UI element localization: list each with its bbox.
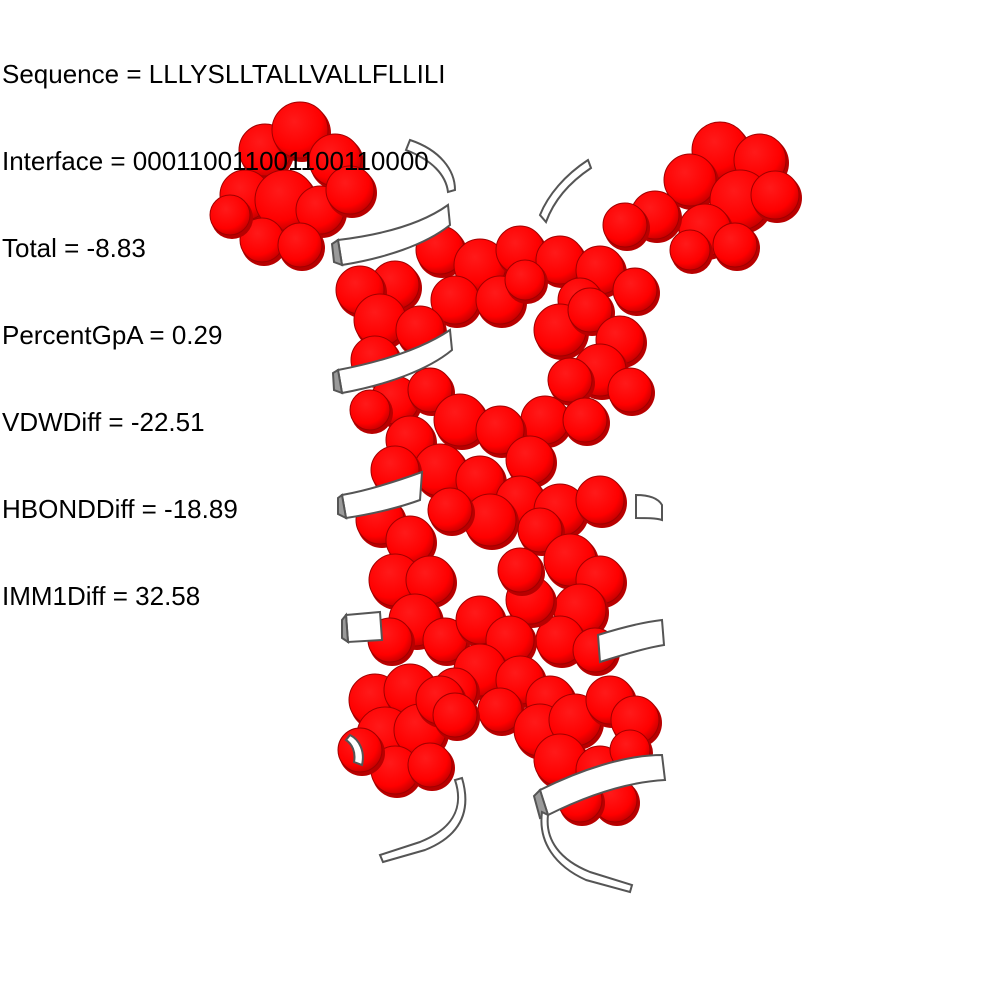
interface-label: Interface = 000110011001100110000 <box>2 146 429 176</box>
atom-sphere <box>517 507 563 553</box>
total-energy-label: Total = -8.83 <box>2 233 146 263</box>
ribbon-tail-bottom-left <box>378 776 467 864</box>
atom-sphere <box>607 367 653 413</box>
atom-sphere <box>750 170 800 220</box>
ribbon-turn <box>596 618 666 664</box>
atom-sphere <box>349 389 391 431</box>
imm1-diff-label: IMM1Diff = 32.58 <box>2 581 201 611</box>
ribbon-turn <box>336 203 452 267</box>
atom-sphere <box>277 222 323 268</box>
ribbon-tail-bottom-right <box>540 810 634 894</box>
atom-sphere <box>497 547 543 593</box>
ribbon-turn <box>538 753 667 817</box>
atom-sphere <box>475 405 525 455</box>
ribbon-turn <box>635 493 663 522</box>
atom-sphere <box>602 202 648 248</box>
atom-sphere <box>209 194 251 236</box>
ribbon-tail-top-right <box>538 158 593 224</box>
atom-sphere <box>504 259 546 301</box>
ribbon-turn <box>340 470 424 520</box>
helix-ribbon-back <box>404 138 593 224</box>
atom-sphere <box>575 475 625 525</box>
atom-sphere <box>427 487 473 533</box>
ribbon-tail-top-left <box>404 138 457 194</box>
ribbon-fragment <box>344 733 364 767</box>
sequence-label: Sequence = LLLYSLLTALLVALLFLLILI <box>2 59 446 89</box>
atom-sphere <box>663 153 717 207</box>
vdw-diff-label: VDWDiff = -22.51 <box>2 407 205 437</box>
ribbon-turn <box>337 493 348 520</box>
atom-sphere <box>325 165 375 215</box>
percent-gpa-label: PercentGpA = 0.29 <box>2 320 223 350</box>
energy-info-panel: Sequence = LLLYSLLTALLVALLFLLILI Interfa… <box>2 2 446 640</box>
helix-ribbon-front <box>330 203 667 894</box>
ribbon-turn <box>330 238 344 267</box>
atom-sphere <box>407 742 453 788</box>
atom-sphere <box>612 267 658 313</box>
atom-sphere <box>669 229 711 271</box>
atom-sphere <box>407 367 453 413</box>
atom-sphere <box>567 287 613 333</box>
atom-sphere <box>562 397 608 443</box>
hbond-diff-label: HBONDDiff = -18.89 <box>2 494 238 524</box>
atom-sphere <box>547 357 593 403</box>
ribbon-turn <box>532 788 550 820</box>
ribbon-turn <box>331 368 344 395</box>
atom-sphere <box>712 222 758 268</box>
ribbon-turn <box>341 612 350 644</box>
ribbon-turn <box>336 328 454 395</box>
atom-sphere <box>432 692 478 738</box>
